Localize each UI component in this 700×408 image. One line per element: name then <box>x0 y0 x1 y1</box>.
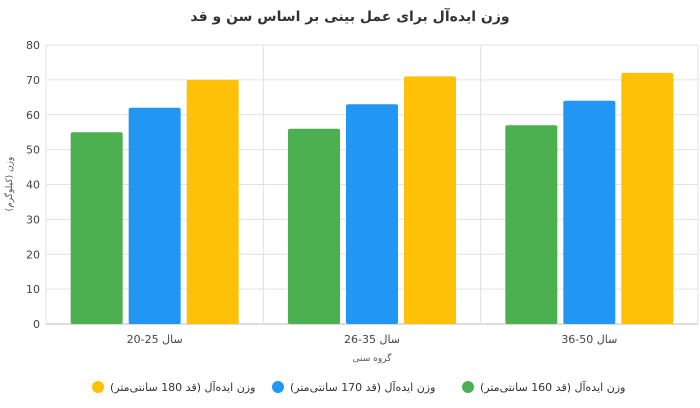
x-axis-label: گروه سنی <box>353 352 393 364</box>
bar <box>288 128 340 324</box>
x-axis-categories: 20-25 سال 26-35 سال 36-50 سال <box>127 333 618 346</box>
x-tick-label: 20-25 سال <box>127 333 183 346</box>
legend: وزن ایده‌آل (قد 160 سانتی‌متر) وزن ایده‌آ… <box>92 380 625 394</box>
legend-label: وزن ایده‌آل (قد 170 سانتی‌متر) <box>290 380 435 394</box>
y-tick-label: 50 <box>26 144 40 157</box>
y-axis-label: وزن (کیلوگرم) <box>3 157 15 212</box>
bar <box>563 100 616 324</box>
legend-marker <box>92 381 104 393</box>
bar <box>621 72 674 325</box>
y-tick-label: 80 <box>26 39 40 52</box>
legend-marker <box>272 381 284 393</box>
y-tick-label: 20 <box>26 248 40 261</box>
y-tick-label: 70 <box>26 74 40 87</box>
bar <box>128 107 181 325</box>
bar <box>404 76 456 324</box>
bar <box>70 132 123 324</box>
chart-title: وزن ایده‌آل برای عمل بینی بر اساس سن و ق… <box>190 7 509 25</box>
bar <box>346 104 398 324</box>
y-tick-label: 10 <box>26 283 40 296</box>
legend-label: وزن ایده‌آل (قد 180 سانتی‌متر) <box>110 380 255 394</box>
bar <box>505 125 558 325</box>
y-axis-ticks: 0 10 20 30 40 50 60 70 80 <box>26 39 40 331</box>
y-tick-label: 60 <box>26 109 40 122</box>
legend-marker <box>462 381 474 393</box>
legend-label: وزن ایده‌آل (قد 160 سانتی‌متر) <box>480 380 625 394</box>
bar <box>186 79 239 324</box>
y-tick-label: 30 <box>26 213 40 226</box>
bars <box>70 72 674 325</box>
y-tick-label: 40 <box>26 179 40 192</box>
x-tick-label: 36-50 سال <box>561 333 617 346</box>
x-tick-label: 26-35 سال <box>344 333 400 346</box>
y-tick-label: 0 <box>33 318 40 331</box>
